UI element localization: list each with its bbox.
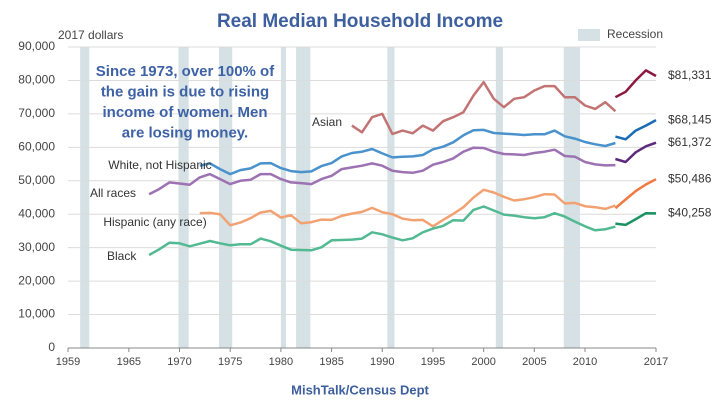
y-tick-label: 80,000 — [18, 73, 55, 87]
series-label: Black — [107, 249, 137, 263]
y-tick-label: 30,000 — [18, 240, 55, 254]
series-line — [614, 178, 657, 210]
series-line — [199, 128, 616, 176]
recession-band — [495, 47, 503, 348]
recession-band — [219, 47, 233, 348]
y-tick-label: 60,000 — [18, 140, 55, 154]
end-value-label: $68,145 — [668, 112, 712, 126]
end-value-label: $81,331 — [668, 68, 712, 82]
recession-band — [280, 47, 286, 348]
recession-band — [563, 47, 580, 348]
series-line — [148, 146, 616, 196]
recession-band — [80, 47, 90, 348]
series-line — [614, 69, 657, 99]
x-tick-label: 1965 — [117, 356, 141, 368]
x-tick-label: 1975 — [218, 356, 242, 368]
series-label: Asian — [312, 115, 342, 129]
recession-legend-swatch — [578, 29, 600, 41]
chart-title: Real Median Household Income — [217, 11, 503, 32]
y-tick-label: 40,000 — [18, 206, 55, 220]
end-value-label: $40,258 — [668, 206, 712, 220]
series-line — [615, 141, 657, 164]
end-value-label: $50,486 — [668, 171, 712, 185]
x-tick-label: 2017 — [644, 356, 668, 368]
x-tick-label: 1980 — [269, 356, 293, 368]
x-tick-label: 2010 — [573, 356, 597, 368]
y-tick-label: 10,000 — [18, 307, 55, 321]
end-value-label: $61,372 — [668, 135, 712, 149]
series-line — [199, 188, 616, 228]
x-tick-label: 2005 — [522, 356, 546, 368]
y-tick-label: 90,000 — [18, 39, 55, 53]
x-tick-label: 1959 — [56, 356, 80, 368]
series-label: All races — [90, 186, 136, 200]
x-tick-label: 1995 — [421, 356, 445, 368]
x-tick-label: 1985 — [319, 356, 343, 368]
y-unit-label: 2017 dollars — [58, 28, 123, 42]
x-tick-label: 1990 — [370, 356, 394, 368]
series-label: White, not Hispanic — [108, 158, 211, 172]
series-label: Hispanic (any race) — [103, 215, 206, 229]
recession-band — [387, 47, 395, 348]
annotation-line: are losing money. — [122, 124, 248, 141]
source: MishTalk/Census Dept — [291, 382, 429, 397]
y-tick-label: 70,000 — [18, 106, 55, 120]
series-line — [615, 119, 657, 141]
recession-legend-label: Recession — [607, 27, 663, 41]
y-tick-label: 0 — [48, 340, 55, 354]
annotation-line: the gain is due to rising — [101, 83, 269, 100]
series-line — [351, 80, 617, 136]
series-line — [148, 205, 616, 257]
recession-band — [296, 47, 311, 348]
x-tick-label: 1970 — [167, 356, 191, 368]
annotation-line: Since 1973, over 100% of — [96, 63, 275, 80]
series-line — [615, 211, 657, 227]
annotation-line: income of women. Men — [102, 104, 267, 121]
recession-band — [178, 47, 189, 348]
y-tick-label: 20,000 — [18, 273, 55, 287]
x-tick-label: 2000 — [471, 356, 495, 368]
y-tick-label: 50,000 — [18, 173, 55, 187]
